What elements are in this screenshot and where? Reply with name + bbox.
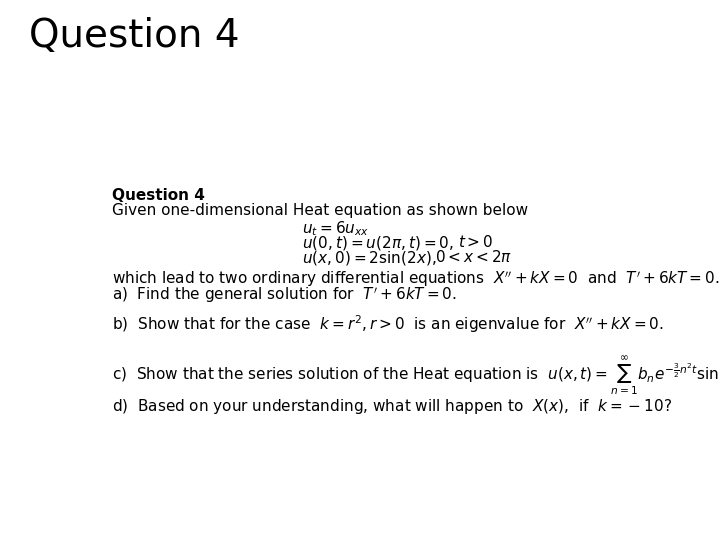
Text: $u(x,0) = 2\sin(2x),$: $u(x,0) = 2\sin(2x),$ [302,249,436,267]
Text: $u_t = 6u_{xx}$: $u_t = 6u_{xx}$ [302,219,369,237]
Text: d)  Based on your understanding, what will happen to  $X(x)$,  if  $k = -10$?: d) Based on your understanding, what wil… [112,397,672,416]
Text: $u(0,t) = u(2\pi,t) = 0,$: $u(0,t) = u(2\pi,t) = 0,$ [302,234,454,252]
Text: Given one-dimensional Heat equation as shown below: Given one-dimensional Heat equation as s… [112,203,528,218]
Text: c)  Show that the series solution of the Heat equation is  $u(x,t) = \sum_{n=1}^: c) Show that the series solution of the … [112,354,719,398]
Text: $0 < x < 2\pi$: $0 < x < 2\pi$ [436,249,513,265]
Text: Question 4: Question 4 [112,188,205,203]
Text: which lead to two ordinary differential equations  $X'' + kX = 0$  and  $T' + 6k: which lead to two ordinary differential … [112,270,719,290]
Text: b)  Show that for the case  $k = r^2, r > 0$  is an eigenvalue for  $X'' + kX = : b) Show that for the case $k = r^2, r > … [112,313,664,335]
Text: Question 4: Question 4 [29,17,239,55]
Text: $t > 0$: $t > 0$ [457,234,493,250]
Text: a)  Find the general solution for  $T' + 6kT = 0$.: a) Find the general solution for $T' + 6… [112,285,457,305]
